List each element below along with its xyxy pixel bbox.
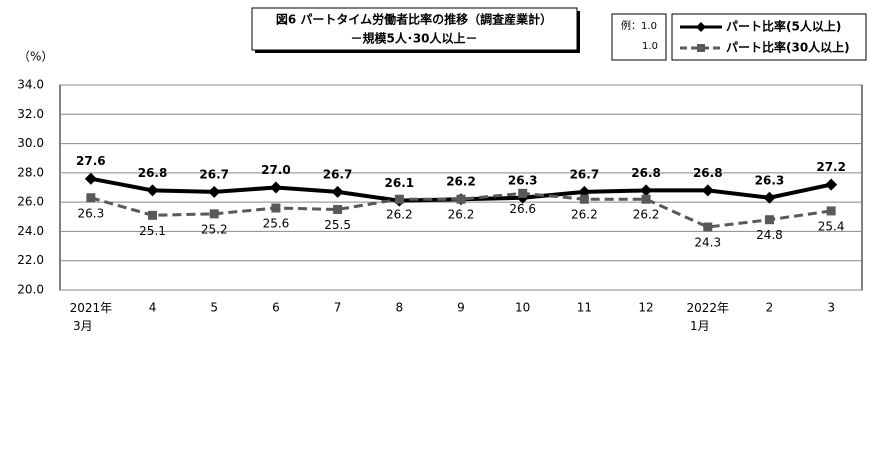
data-label: 26.2 <box>571 208 598 222</box>
data-label: 26.7 <box>570 167 600 181</box>
legend-marker <box>697 44 705 52</box>
y-tick-label: 30.0 <box>17 136 44 150</box>
marker <box>208 185 221 198</box>
marker <box>825 178 838 191</box>
y-tick-label: 32.0 <box>17 107 44 121</box>
data-label: 26.7 <box>199 167 229 181</box>
data-label: 25.4 <box>818 219 845 233</box>
data-label: 26.7 <box>323 167 353 181</box>
marker <box>394 194 404 204</box>
data-label: 26.8 <box>693 166 723 180</box>
marker <box>701 184 714 197</box>
data-label: 26.1 <box>385 176 415 190</box>
x-tick-label: 5 <box>210 301 218 315</box>
data-label: 25.2 <box>201 222 228 236</box>
y-tick-label: 24.0 <box>17 224 44 238</box>
chart-title: 図6 パートタイム労働者比率の推移（調査産業計） <box>276 12 552 27</box>
data-label: 26.2 <box>386 208 413 222</box>
data-label: 24.8 <box>756 228 783 242</box>
example-title: 例：1.0 <box>621 19 657 32</box>
x-tick-label: 10 <box>515 301 530 315</box>
x-tick-label: 6 <box>272 301 280 315</box>
x-tick-label: 9 <box>457 301 465 315</box>
data-label: 25.5 <box>324 218 351 232</box>
x-tick-label: 4 <box>149 301 157 315</box>
x-tick-label: 8 <box>395 301 403 315</box>
y-tick-label: 20.0 <box>17 283 44 297</box>
data-label: 26.8 <box>631 166 661 180</box>
data-label: 26.2 <box>633 208 660 222</box>
marker <box>209 209 219 219</box>
legend-label: パート比率(5人以上) <box>726 19 841 34</box>
x-tick-label: 7 <box>334 301 342 315</box>
y-tick-label: 26.0 <box>17 195 44 209</box>
chart-subtitle: －規模5人･30人以上－ <box>350 31 477 46</box>
example-below: 1.0 <box>642 41 658 52</box>
marker <box>703 222 713 232</box>
marker <box>826 206 836 216</box>
example-box <box>611 13 667 61</box>
data-label: 27.2 <box>816 160 846 174</box>
x-tick-label: 2021年 3月 <box>70 301 113 333</box>
marker <box>271 203 281 213</box>
data-label: 26.3 <box>508 173 538 187</box>
marker <box>640 184 653 197</box>
legend-marker <box>696 22 706 32</box>
data-label: 26.2 <box>446 175 476 189</box>
data-label: 26.6 <box>509 202 536 216</box>
data-label: 26.2 <box>448 208 475 222</box>
y-tick-label: 34.0 <box>17 78 44 92</box>
marker <box>331 185 344 198</box>
marker <box>456 194 466 204</box>
marker <box>84 172 97 185</box>
x-tick-label: 2022年 1月 <box>686 301 729 333</box>
data-label: 27.0 <box>261 163 291 177</box>
marker <box>641 194 651 204</box>
marker <box>146 184 159 197</box>
legend-label: パート比率(30人以上) <box>726 40 850 55</box>
marker <box>763 191 776 204</box>
legend-box <box>671 13 867 61</box>
marker <box>86 193 96 203</box>
data-label: 25.1 <box>139 224 166 238</box>
x-tick-label: 2 <box>766 301 774 315</box>
y-axis-label: （%） <box>18 50 53 64</box>
marker <box>579 194 589 204</box>
x-tick-label: 3 <box>827 301 835 315</box>
data-label: 26.3 <box>755 173 785 187</box>
title-box <box>251 7 578 51</box>
data-label: 26.3 <box>77 206 104 220</box>
marker <box>269 181 282 194</box>
marker <box>333 204 343 214</box>
x-tick-label: 12 <box>638 301 653 315</box>
data-label: 26.8 <box>138 166 168 180</box>
data-label: 27.6 <box>76 154 106 168</box>
marker <box>148 210 158 220</box>
data-label: 24.3 <box>694 236 721 250</box>
y-tick-label: 22.0 <box>17 253 44 267</box>
marker <box>518 188 528 198</box>
marker <box>764 215 774 225</box>
y-tick-label: 28.0 <box>17 165 44 179</box>
data-label: 25.6 <box>263 217 290 231</box>
x-tick-label: 11 <box>577 301 592 315</box>
